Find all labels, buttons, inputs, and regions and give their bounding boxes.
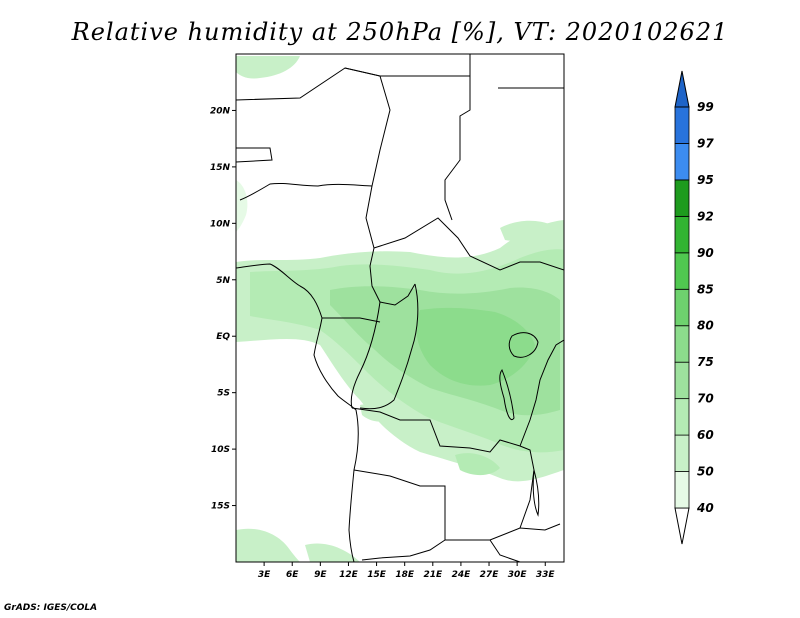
colorbar-label: 40 [696,501,714,515]
colorbar-swatch [674,434,690,472]
colorbar-label: 92 [697,209,714,223]
colorbar-swatch [674,179,690,217]
colorbar-swatch [674,325,690,363]
lat-tick-label: 10N [210,219,231,229]
lon-tick-label: 21E [423,570,443,580]
lat-tick-label: 15S [211,502,230,512]
lon-tick-label: 24E [452,570,472,580]
lat-tick-label: 15N [210,163,231,173]
colorbar-swatch [674,398,690,436]
map-frame [235,53,565,563]
humidity-shading [236,56,564,562]
colorbar-swatch [674,106,690,144]
colorbar: 40 50 60 70 75 80 85 90 92 95 97 99 [674,70,714,545]
colorbar-swatch [674,361,690,400]
colorbar-label: 95 [697,173,714,187]
colorbar-swatch [674,143,690,181]
colorbar-label: 90 [697,246,714,260]
country-borders [236,54,564,562]
lat-tick-label: 5N [216,276,230,286]
colorbar-label: 97 [697,136,714,150]
lon-tick-label: 12E [339,570,359,580]
colorbar-label: 99 [697,100,714,114]
colorbar-swatch [674,215,690,254]
longitude-axis: 3E 6E 9E 12E 15E 18E 21E 24E 27E 30E 33E [258,562,556,580]
lat-tick-label: 5S [217,389,230,399]
colorbar-label: 75 [697,355,714,369]
colorbar-lower-arrow [674,507,690,545]
colorbar-label: 70 [697,392,714,406]
lon-tick-label: 30E [508,570,528,580]
colorbar-upper-arrow [674,70,690,108]
colorbar-swatch [674,288,690,327]
colorbar-swatch [674,471,690,509]
colorbar-swatch [674,252,690,290]
map-title: Relative humidity at 250hPa [%], VT: 202… [71,18,729,46]
lon-tick-label: 27E [480,570,500,580]
colorbar-label: 50 [697,465,714,479]
colorbar-label: 85 [697,282,714,296]
lon-tick-label: 15E [367,570,387,580]
colorbar-label: 80 [697,319,714,333]
lat-tick-label: EQ [216,332,230,342]
lon-tick-label: 18E [395,570,415,580]
lat-tick-label: 20N [210,106,231,116]
lat-tick-label: 10S [211,445,230,455]
lon-tick-label: 33E [536,570,556,580]
lon-tick-label: 9E [314,570,327,580]
lon-tick-label: 6E [286,570,299,580]
grads-credit: GrADS: IGES/COLA [4,603,98,613]
latitude-axis: 20N 15N 10N 5N EQ 5S 10S 15S [210,106,236,512]
lon-tick-label: 3E [258,570,271,580]
colorbar-label: 60 [697,428,714,442]
